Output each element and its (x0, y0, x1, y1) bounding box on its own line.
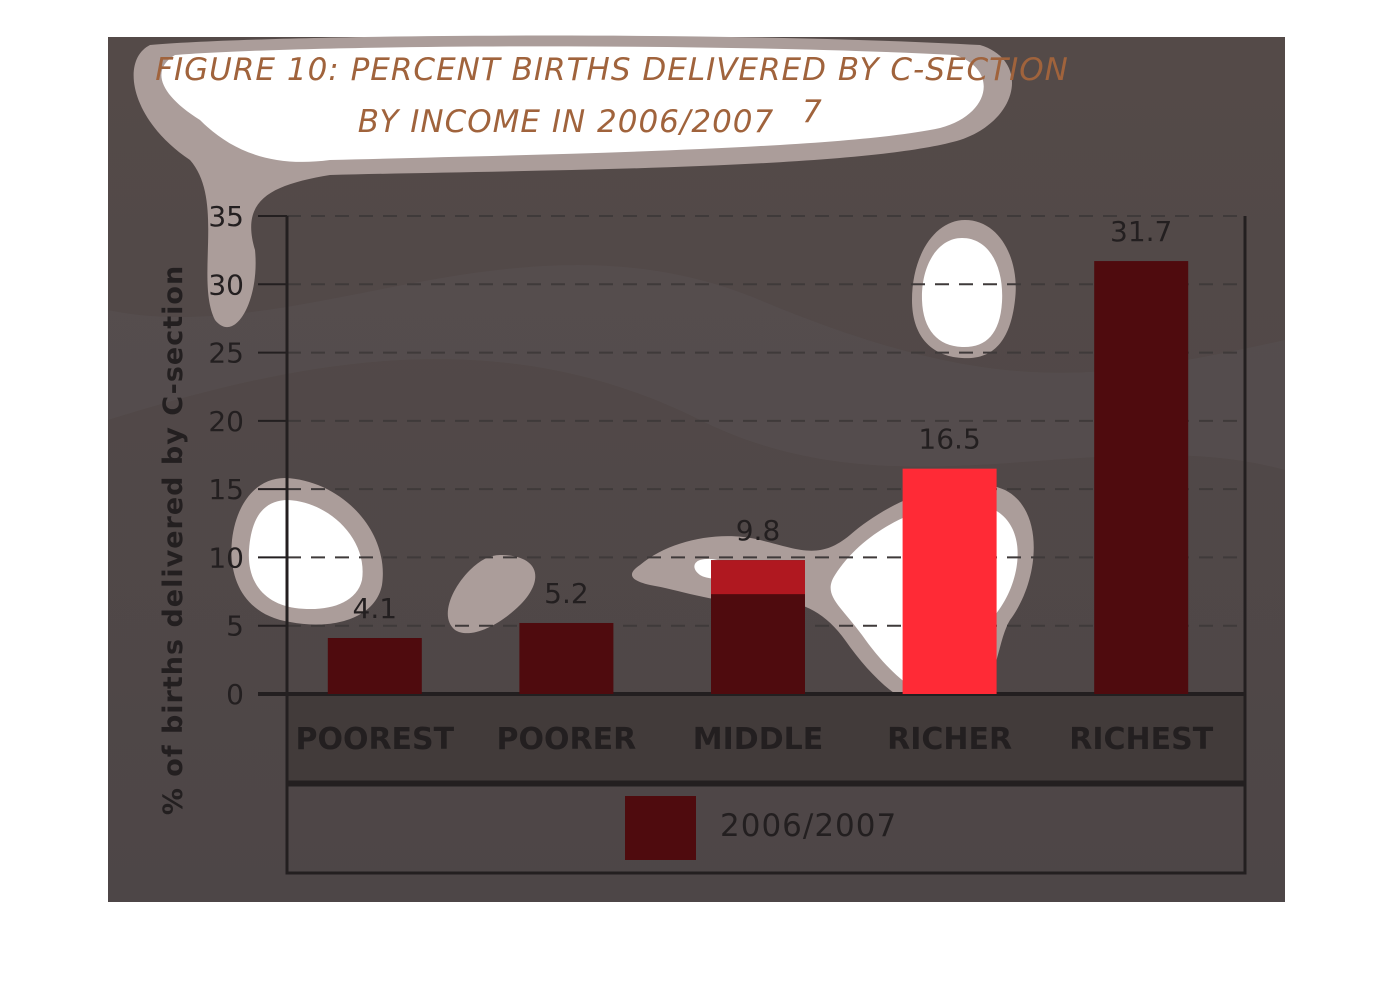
y-tick-label: 35 (208, 200, 244, 233)
legend-swatch (625, 796, 696, 860)
category-label: POORER (497, 722, 637, 757)
chart-title: FIGURE 10: PERCENT BIRTHS DELIVERED BY C… (155, 52, 1069, 140)
legend-box (285, 783, 1247, 875)
bars (327, 261, 1189, 694)
title-line-2: BY INCOME IN 2006/2007 (358, 104, 775, 140)
legend: 2006/2007 (285, 783, 1247, 875)
y-tick-label: 25 (208, 337, 244, 370)
bar-richest (1094, 261, 1189, 694)
category-band (287, 694, 1245, 782)
category-label: MIDDLE (693, 722, 823, 757)
category-labels: POOREST POORER MIDDLE RICHER RICHEST (295, 722, 1213, 757)
y-tick-label: 20 (208, 405, 244, 438)
y-axis-label: % of births delivered by C-section (158, 265, 189, 815)
title-line-1: FIGURE 10: PERCENT BIRTHS DELIVERED BY C… (155, 52, 1069, 88)
data-label: 4.1 (353, 592, 398, 625)
bar-poorest (327, 638, 422, 694)
y-tick-label: 30 (208, 268, 244, 301)
gridlines (287, 215, 1245, 627)
background-wave (108, 264, 1285, 470)
title-footnote: 7 (802, 94, 823, 130)
y-tick-label: 0 (226, 678, 244, 711)
y-tick-label: 5 (226, 610, 244, 643)
y-tick-labels: 0 5 10 15 20 25 30 35 (208, 200, 244, 711)
data-label: 16.5 (918, 423, 980, 456)
y-tick-label: 15 (208, 473, 244, 506)
bar-highlight-cap (711, 560, 805, 595)
data-label: 5.2 (544, 577, 589, 610)
data-label: 9.8 (736, 514, 781, 547)
legend-label: 2006/2007 (720, 808, 897, 844)
bar-poorer (519, 622, 614, 694)
y-tick-label: 10 (208, 541, 244, 574)
bar-richer (902, 468, 997, 694)
axes (258, 215, 1247, 873)
data-labels: 4.1 5.2 9.8 16.5 31.7 (353, 215, 1173, 625)
category-label: RICHEST (1069, 722, 1213, 757)
data-label: 31.7 (1110, 215, 1172, 248)
category-label: RICHER (887, 722, 1012, 757)
category-label: POOREST (295, 722, 454, 757)
